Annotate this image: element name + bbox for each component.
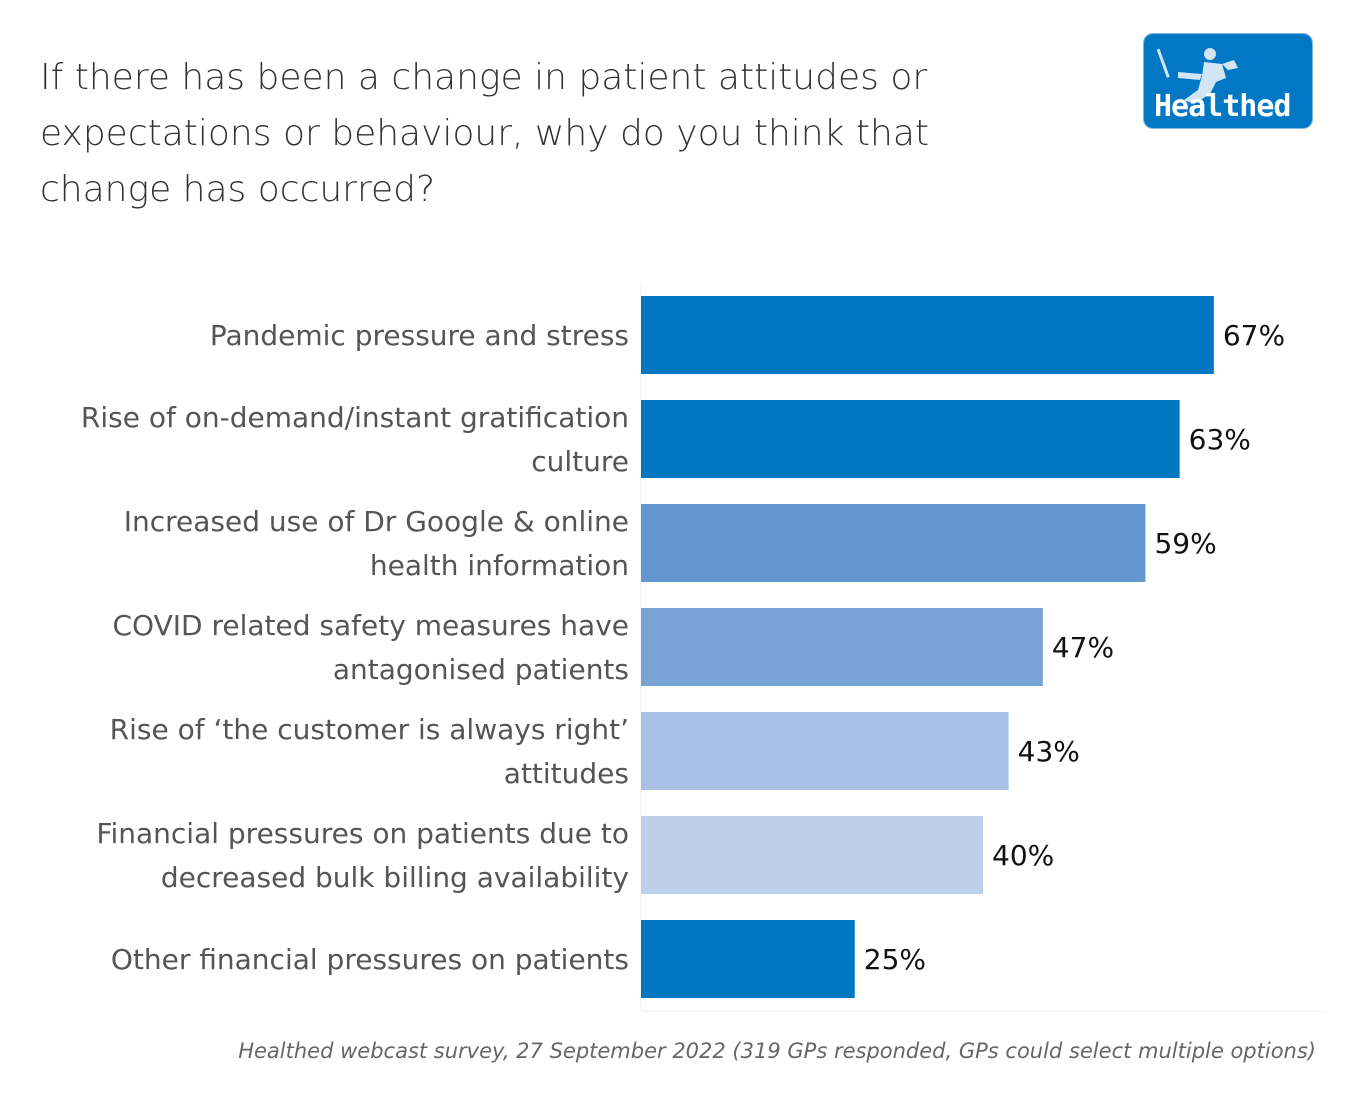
- data-label: 59%: [1154, 527, 1216, 560]
- category-label: antagonised patients: [333, 653, 629, 686]
- category-label: Rise of on-demand/instant gratification: [81, 401, 629, 434]
- runner-figure-icon: [1156, 48, 1238, 104]
- bar: [641, 920, 855, 998]
- healthed-logo: Healthed: [1143, 33, 1313, 129]
- bar: [641, 712, 1009, 790]
- category-label: health information: [370, 549, 629, 582]
- category-label: Rise of ‘the customer is always right’: [110, 713, 629, 746]
- chart-title: If there has been a change in patient at…: [40, 57, 929, 210]
- category-label: COVID related safety measures have: [113, 609, 630, 642]
- category-label: Financial pressures on patients due to: [96, 817, 629, 850]
- data-label: 67%: [1223, 319, 1285, 352]
- data-label: 63%: [1189, 423, 1251, 456]
- bar: [641, 816, 983, 894]
- category-label: culture: [531, 445, 629, 478]
- category-label: decreased bulk billing availability: [161, 861, 629, 894]
- category-label: Increased use of Dr Google & online: [124, 505, 629, 538]
- data-label: 40%: [992, 839, 1054, 872]
- category-label: attitudes: [504, 757, 629, 790]
- data-label: 47%: [1052, 631, 1114, 664]
- bar: [641, 400, 1180, 478]
- bar: [641, 296, 1214, 374]
- bar: [641, 504, 1146, 582]
- data-label: 43%: [1018, 735, 1080, 768]
- data-label: 25%: [864, 943, 926, 976]
- category-label: Pandemic pressure and stress: [210, 319, 629, 352]
- chart-footnote: Healthed webcast survey, 27 September 20…: [238, 1039, 1316, 1063]
- category-label: Other financial pressures on patients: [111, 943, 629, 976]
- bar: [641, 608, 1043, 686]
